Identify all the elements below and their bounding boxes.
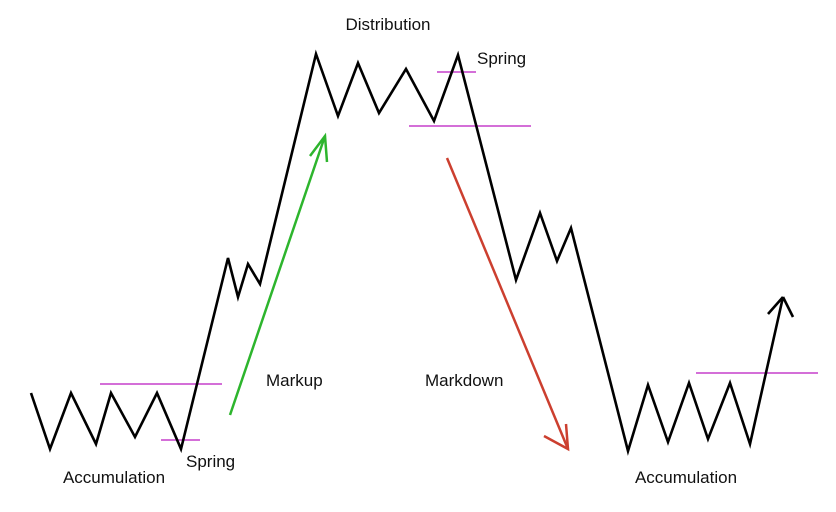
markup-arrowhead bbox=[309, 132, 329, 163]
price-path-arrowhead-right bbox=[781, 296, 795, 318]
label-spring-top: Spring bbox=[477, 49, 526, 68]
label-markup: Markup bbox=[266, 371, 323, 390]
label-spring-left: Spring bbox=[186, 452, 235, 471]
price-path-line bbox=[29, 49, 785, 456]
price-path-arrowhead-left bbox=[767, 296, 784, 315]
label-markdown: Markdown bbox=[425, 371, 503, 390]
label-accumulation-right: Accumulation bbox=[635, 468, 737, 487]
markup-arrow bbox=[228, 135, 327, 416]
markdown-arrow bbox=[445, 157, 570, 450]
label-distribution: Distribution bbox=[345, 15, 430, 34]
label-accumulation-left: Accumulation bbox=[63, 468, 165, 487]
markdown-arrowhead bbox=[543, 423, 570, 452]
